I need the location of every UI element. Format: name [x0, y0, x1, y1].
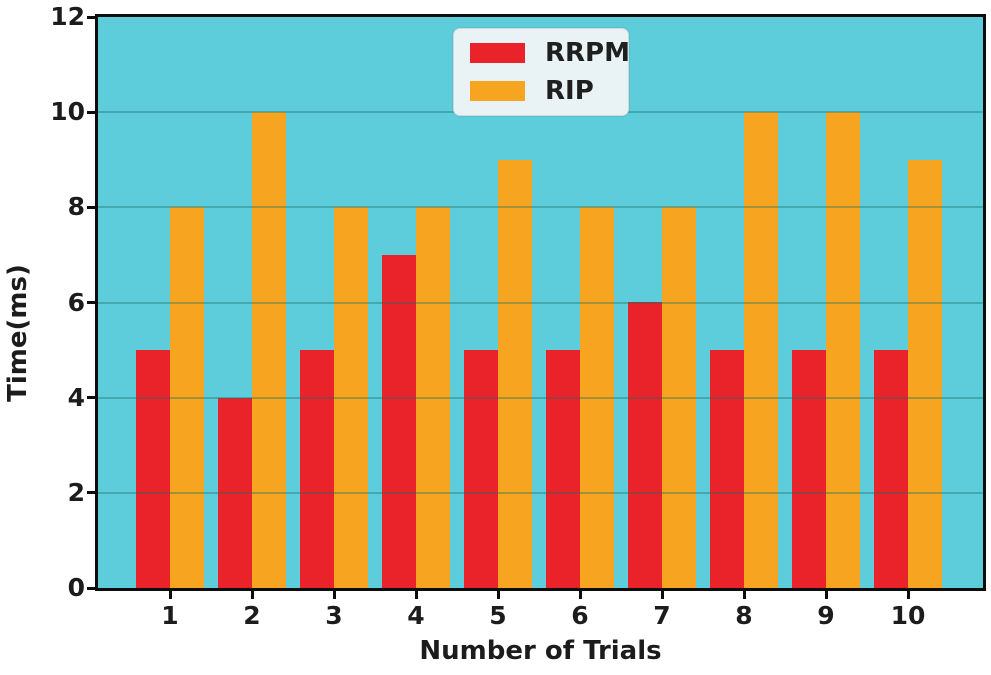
bar-rip-trial-6 — [580, 207, 614, 588]
bar-rip-trial-1 — [170, 207, 204, 588]
x-tick-label-6: 6 — [571, 601, 589, 630]
legend-label-rrpm: RRPM — [545, 38, 630, 68]
bar-rrpm-trial-4 — [382, 255, 416, 588]
bar-rip-trial-9 — [826, 112, 860, 588]
gridline-y-4 — [98, 396, 983, 399]
x-tick-mark-10 — [906, 591, 910, 599]
y-tick-label-8: 8 — [67, 192, 85, 222]
bar-rrpm-trial-10 — [874, 350, 908, 588]
x-tick-mark-6 — [578, 591, 582, 599]
y-tick-mark-0 — [87, 586, 95, 590]
plot-inner — [98, 17, 983, 588]
x-tick-label-4: 4 — [407, 601, 425, 630]
y-tick-label-2: 2 — [67, 477, 85, 507]
x-tick-mark-9 — [824, 591, 828, 599]
x-tick-label-10: 10 — [890, 601, 926, 630]
x-tick-label-8: 8 — [735, 601, 753, 630]
gridline-y-8 — [98, 206, 983, 209]
bar-rip-trial-5 — [498, 160, 532, 588]
y-tick-mark-4 — [87, 396, 95, 400]
y-tick-mark-2 — [87, 491, 95, 495]
x-tick-mark-8 — [742, 591, 746, 599]
bar-rip-trial-8 — [744, 112, 778, 588]
bar-rip-trial-2 — [252, 112, 286, 588]
gridline-y-2 — [98, 491, 983, 494]
y-tick-label-10: 10 — [50, 97, 85, 127]
x-tick-mark-7 — [660, 591, 664, 599]
bar-rrpm-trial-8 — [710, 350, 744, 588]
y-tick-label-4: 4 — [67, 382, 85, 412]
bar-rrpm-trial-1 — [136, 350, 170, 588]
y-tick-label-12: 12 — [50, 2, 85, 31]
bar-rip-trial-3 — [334, 207, 368, 588]
y-tick-mark-10 — [87, 110, 95, 114]
bar-rrpm-trial-7 — [628, 302, 662, 588]
x-tick-mark-4 — [414, 591, 418, 599]
bar-rip-trial-10 — [908, 160, 942, 588]
y-tick-label-0: 0 — [67, 573, 85, 602]
x-tick-label-2: 2 — [243, 601, 261, 630]
y-tick-mark-12 — [87, 15, 95, 19]
bar-rrpm-trial-5 — [464, 350, 498, 588]
x-tick-label-5: 5 — [489, 601, 507, 630]
x-tick-mark-1 — [168, 591, 172, 599]
legend-swatch-rrpm — [470, 43, 525, 64]
x-tick-label-1: 1 — [161, 601, 179, 630]
y-tick-label-6: 6 — [67, 287, 85, 317]
legend: RRPM RIP — [453, 28, 630, 117]
x-tick-mark-3 — [332, 591, 336, 599]
legend-swatch-rip — [470, 80, 525, 101]
y-tick-mark-6 — [87, 301, 95, 304]
x-tick-mark-2 — [250, 591, 254, 599]
x-tick-label-9: 9 — [817, 601, 835, 630]
y-tick-mark-8 — [87, 205, 95, 209]
y-axis-label: Time(ms) — [3, 264, 33, 402]
bar-rrpm-trial-6 — [546, 350, 580, 588]
legend-item-rrpm: RRPM — [470, 39, 630, 68]
x-tick-label-3: 3 — [325, 601, 343, 630]
gridline-y-6 — [98, 301, 983, 304]
legend-item-rip: RIP — [470, 75, 612, 106]
bar-rip-trial-4 — [416, 207, 450, 588]
x-tick-label-7: 7 — [653, 601, 671, 630]
x-tick-mark-5 — [496, 591, 500, 599]
bar-rrpm-trial-3 — [300, 350, 334, 588]
bar-rip-trial-7 — [662, 207, 696, 588]
x-axis-label: Number of Trials — [419, 636, 662, 666]
bar-rrpm-trial-2 — [218, 398, 252, 588]
legend-label-rip: RIP — [545, 75, 594, 106]
bar-rrpm-trial-9 — [792, 350, 826, 588]
